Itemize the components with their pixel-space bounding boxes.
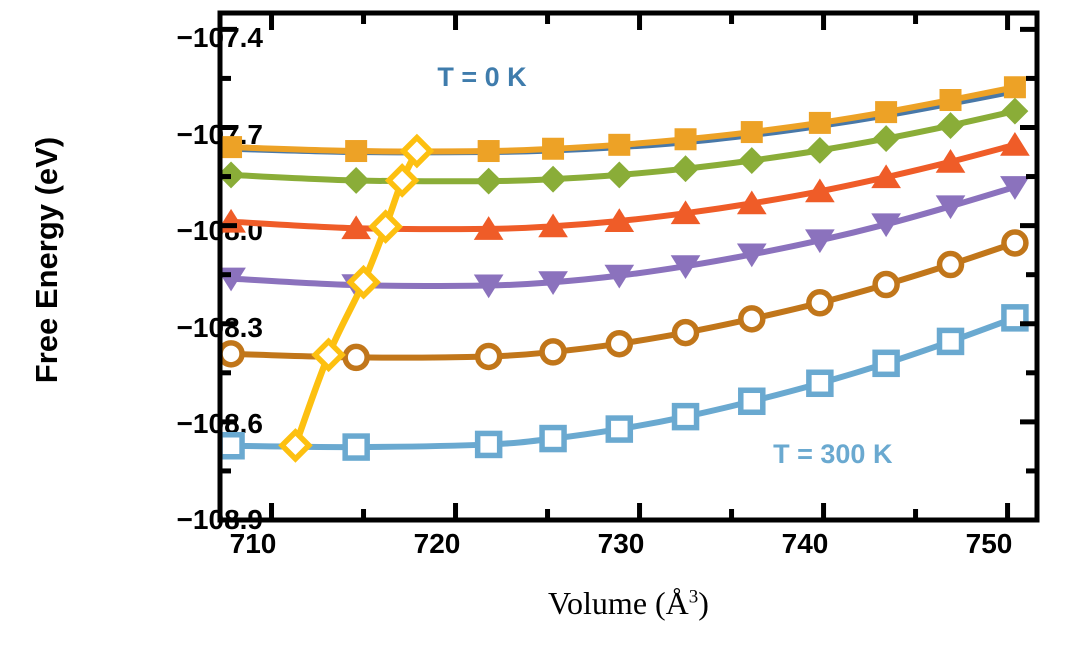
data-point-marker (342, 433, 370, 461)
data-point-marker (871, 213, 901, 238)
data-point-marker (220, 340, 245, 368)
data-point-marker (538, 213, 568, 238)
x-axis-title-tail: ) (698, 585, 709, 621)
data-point-marker (935, 149, 966, 173)
data-point-marker (342, 343, 370, 372)
data-point-marker (670, 255, 701, 279)
data-point-marker (1001, 97, 1029, 125)
data-point-marker (475, 167, 503, 195)
data-point-marker (806, 369, 834, 398)
x-tick-label-1: 720 (413, 528, 461, 559)
axis-frame-layer (217, 10, 1040, 523)
annotation-t-300k: T = 300 K (773, 438, 893, 469)
annotation-t-0k: T = 0 K (437, 62, 527, 93)
data-point-marker (342, 167, 370, 194)
data-point-marker (670, 200, 701, 225)
series-150-k (220, 132, 1030, 240)
series-50-k (220, 76, 1026, 163)
data-point-marker (939, 89, 962, 112)
data-point-marker (605, 329, 634, 358)
data-point-marker (935, 195, 966, 220)
data-point-marker (875, 101, 898, 124)
data-point-marker (542, 137, 565, 160)
data-point-marker (477, 140, 500, 163)
data-point-marker (871, 164, 901, 189)
data-point-marker (278, 428, 313, 463)
x-axis-title-text: Volume (Å (548, 585, 689, 621)
data-point-marker (608, 133, 631, 156)
data-point-marker (605, 415, 634, 443)
data-point-marker (220, 136, 243, 159)
data-point-marker (1000, 176, 1030, 200)
data-point-marker (399, 133, 435, 169)
data-point-marker (311, 337, 346, 373)
data-point-marker (872, 349, 900, 378)
data-point-marker (538, 271, 568, 296)
axis-frame (217, 10, 1040, 523)
series-line (228, 184, 1018, 289)
data-point-marker (671, 402, 700, 431)
x-tick-label-0: 710 (229, 528, 277, 559)
data-point-marker (806, 289, 834, 317)
data-point-marker (937, 112, 964, 139)
data-point-marker (736, 190, 767, 215)
data-point-marker (220, 431, 245, 460)
data-point-marker (1000, 132, 1030, 156)
x-tick-label-4: 750 (965, 528, 1013, 559)
data-point-marker (936, 327, 965, 356)
data-point-marker (736, 243, 767, 268)
data-point-marker (345, 140, 368, 163)
data-point-marker (368, 209, 403, 244)
data-point-marker (473, 274, 504, 299)
series-transition-path (278, 133, 435, 463)
data-point-marker (539, 165, 567, 193)
x-tick-label-3: 740 (781, 528, 829, 559)
data-point-marker (872, 270, 900, 299)
data-point-marker (805, 229, 835, 254)
data-point-marker (539, 338, 567, 366)
data-point-marker (605, 161, 633, 189)
data-point-marker (341, 215, 372, 240)
data-point-marker (384, 163, 420, 198)
data-point-marker (674, 128, 697, 151)
data-point-marker (806, 136, 834, 164)
data-point-marker (738, 147, 766, 174)
data-point-marker (872, 125, 900, 153)
data-point-marker (671, 318, 700, 347)
data-point-marker (672, 155, 699, 183)
data-point-marker (604, 264, 635, 289)
x-tick-label-2: 730 (597, 528, 645, 559)
data-point-marker (1003, 76, 1026, 99)
data-point-marker (346, 264, 381, 300)
series-line (292, 147, 421, 449)
data-point-marker (936, 250, 965, 279)
data-point-marker (473, 216, 504, 240)
series-layer (220, 76, 1030, 463)
data-point-marker (474, 342, 503, 371)
series-line (228, 141, 1018, 233)
data-point-marker (539, 424, 567, 453)
data-point-marker (604, 208, 635, 232)
x-axis-title: Volume (Å3) (220, 585, 1037, 622)
data-point-marker (1001, 229, 1029, 257)
data-point-marker (808, 111, 831, 134)
data-point-marker (474, 430, 503, 459)
series-300-k (220, 304, 1029, 461)
data-point-marker (220, 161, 245, 189)
data-point-marker (738, 305, 766, 333)
data-point-marker (740, 121, 763, 144)
x-axis-title-exponent: 3 (688, 586, 699, 608)
data-point-marker (738, 387, 766, 416)
series-250-k (220, 229, 1029, 372)
data-point-marker (805, 178, 835, 203)
